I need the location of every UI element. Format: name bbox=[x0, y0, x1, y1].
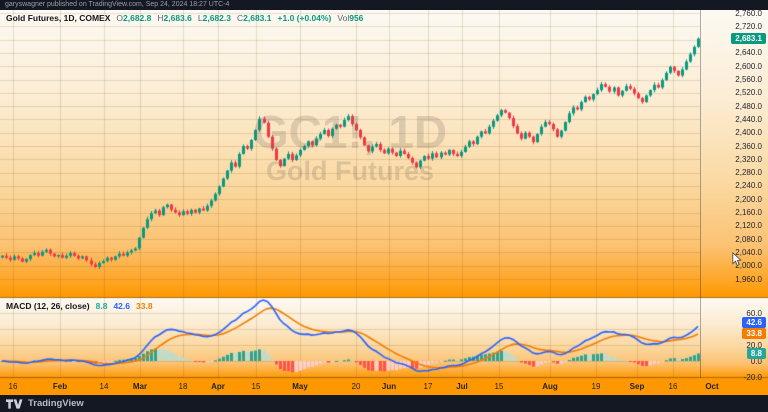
hist-value-badge: 8.8 bbox=[746, 348, 766, 360]
macd-title[interactable]: MACD (12, 26, close) bbox=[6, 301, 90, 311]
price-tick-label: 2,160.0 bbox=[735, 208, 762, 217]
time-tick-label: 19 bbox=[591, 382, 601, 391]
time-tick-label: Feb bbox=[52, 382, 68, 391]
time-tick-label: Aug bbox=[542, 382, 558, 391]
price-tick-label: 2,640.0 bbox=[735, 48, 762, 58]
macd-line-value: 42.6 bbox=[113, 301, 130, 311]
volume-field: Vol 956 bbox=[337, 13, 364, 23]
time-tick-label: Sep bbox=[629, 382, 645, 391]
price-tick-label: 2,600.0 bbox=[735, 61, 762, 71]
time-tick-label: 15 bbox=[251, 382, 261, 391]
macd-hist-value: 8.8 bbox=[95, 301, 108, 311]
price-tick-label: 2,720.0 bbox=[735, 21, 762, 31]
time-tick-label: 17 bbox=[423, 382, 433, 391]
symbol-legend: Gold Futures, 1D, COMEX O 2,682.8 H 2,683.… bbox=[6, 13, 363, 23]
time-axis[interactable]: 16 Feb 14 Mar 18 Apr 15 May 20 Jun 17 Jul 15 Aug 19 Sep… bbox=[0, 378, 768, 395]
macd-signal-value: 33.8 bbox=[136, 301, 153, 311]
footer-bar: TradingView bbox=[0, 395, 768, 412]
change-value: +1.0 (+0.04%) bbox=[277, 13, 332, 23]
time-tick-label: 14 bbox=[99, 382, 109, 391]
time-tick-label: May bbox=[292, 382, 308, 391]
ohlc-low: L 2,682.3 bbox=[197, 13, 231, 23]
macd-legend: MACD (12, 26, close) 8.8 42.6 33.8 bbox=[6, 301, 153, 311]
publish-info-text: garyswagner published on TradingView.com… bbox=[5, 1, 230, 8]
macd-value-badge: 42.6 bbox=[742, 317, 766, 329]
price-tick-label: 2,080.0 bbox=[735, 234, 762, 244]
price-tick-label: 2,400.0 bbox=[735, 128, 762, 138]
price-tick-label: -20.0 bbox=[743, 372, 762, 382]
price-tick-label: 2,040.0 bbox=[735, 247, 762, 257]
time-tick-label: Jul bbox=[456, 382, 468, 391]
price-chart-canvas[interactable] bbox=[0, 10, 768, 395]
time-tick-label: 16 bbox=[8, 382, 18, 391]
price-tick-label: 2,440.0 bbox=[735, 114, 762, 124]
publish-info-bar: garyswagner published on TradingView.com… bbox=[0, 0, 768, 10]
price-tick-label: 2,240.0 bbox=[735, 181, 762, 191]
price-tick-label: 2,760.0 bbox=[735, 8, 762, 18]
price-tick-label: 2,360.0 bbox=[735, 141, 762, 151]
price-tick-label: 2,200.0 bbox=[735, 194, 762, 204]
footer-brand-text[interactable]: TradingView bbox=[28, 398, 84, 409]
price-tick-label: 2,280.0 bbox=[735, 168, 762, 178]
price-tick-label: 2,480.0 bbox=[735, 101, 762, 111]
time-tick-label: 20 bbox=[351, 382, 361, 391]
price-tick-label: 2,120.0 bbox=[735, 221, 762, 231]
price-tick-label: 2,560.0 bbox=[735, 75, 762, 84]
price-tick-label: 2,320.0 bbox=[735, 154, 762, 164]
time-tick-label: Mar bbox=[132, 382, 148, 391]
ohlc-open: O 2,682.8 bbox=[116, 13, 152, 23]
price-tick-label: 2,000.0 bbox=[735, 261, 762, 271]
ohlc-high: H 2,683.6 bbox=[157, 13, 192, 23]
signal-value-badge: 33.8 bbox=[742, 328, 766, 340]
price-tick-label: 20.0 bbox=[746, 340, 762, 350]
price-tick-label: 1,960.0 bbox=[735, 274, 762, 284]
symbol-title[interactable]: Gold Futures, 1D, COMEX bbox=[6, 13, 111, 23]
chart-area: GC1!, 1D Gold Futures Gold Futures, 1D, … bbox=[0, 8, 768, 395]
last-price-badge: 2,683.1 bbox=[731, 33, 766, 45]
time-tick-label: 18 bbox=[178, 382, 188, 391]
price-tick-label: 0.0 bbox=[750, 356, 762, 366]
price-tick-label: 60.0 bbox=[746, 308, 762, 318]
time-tick-label: 16 bbox=[668, 382, 678, 391]
price-tick-label: 2,520.0 bbox=[735, 88, 762, 98]
time-tick-label: 15 bbox=[494, 382, 504, 391]
time-tick-label: Apr bbox=[211, 382, 225, 391]
time-tick-label: Jun bbox=[381, 382, 397, 391]
ohlc-close: C 2,683.1 bbox=[237, 13, 272, 23]
time-tick-label: Oct bbox=[705, 382, 719, 391]
tradingview-logo-icon[interactable] bbox=[6, 398, 23, 410]
